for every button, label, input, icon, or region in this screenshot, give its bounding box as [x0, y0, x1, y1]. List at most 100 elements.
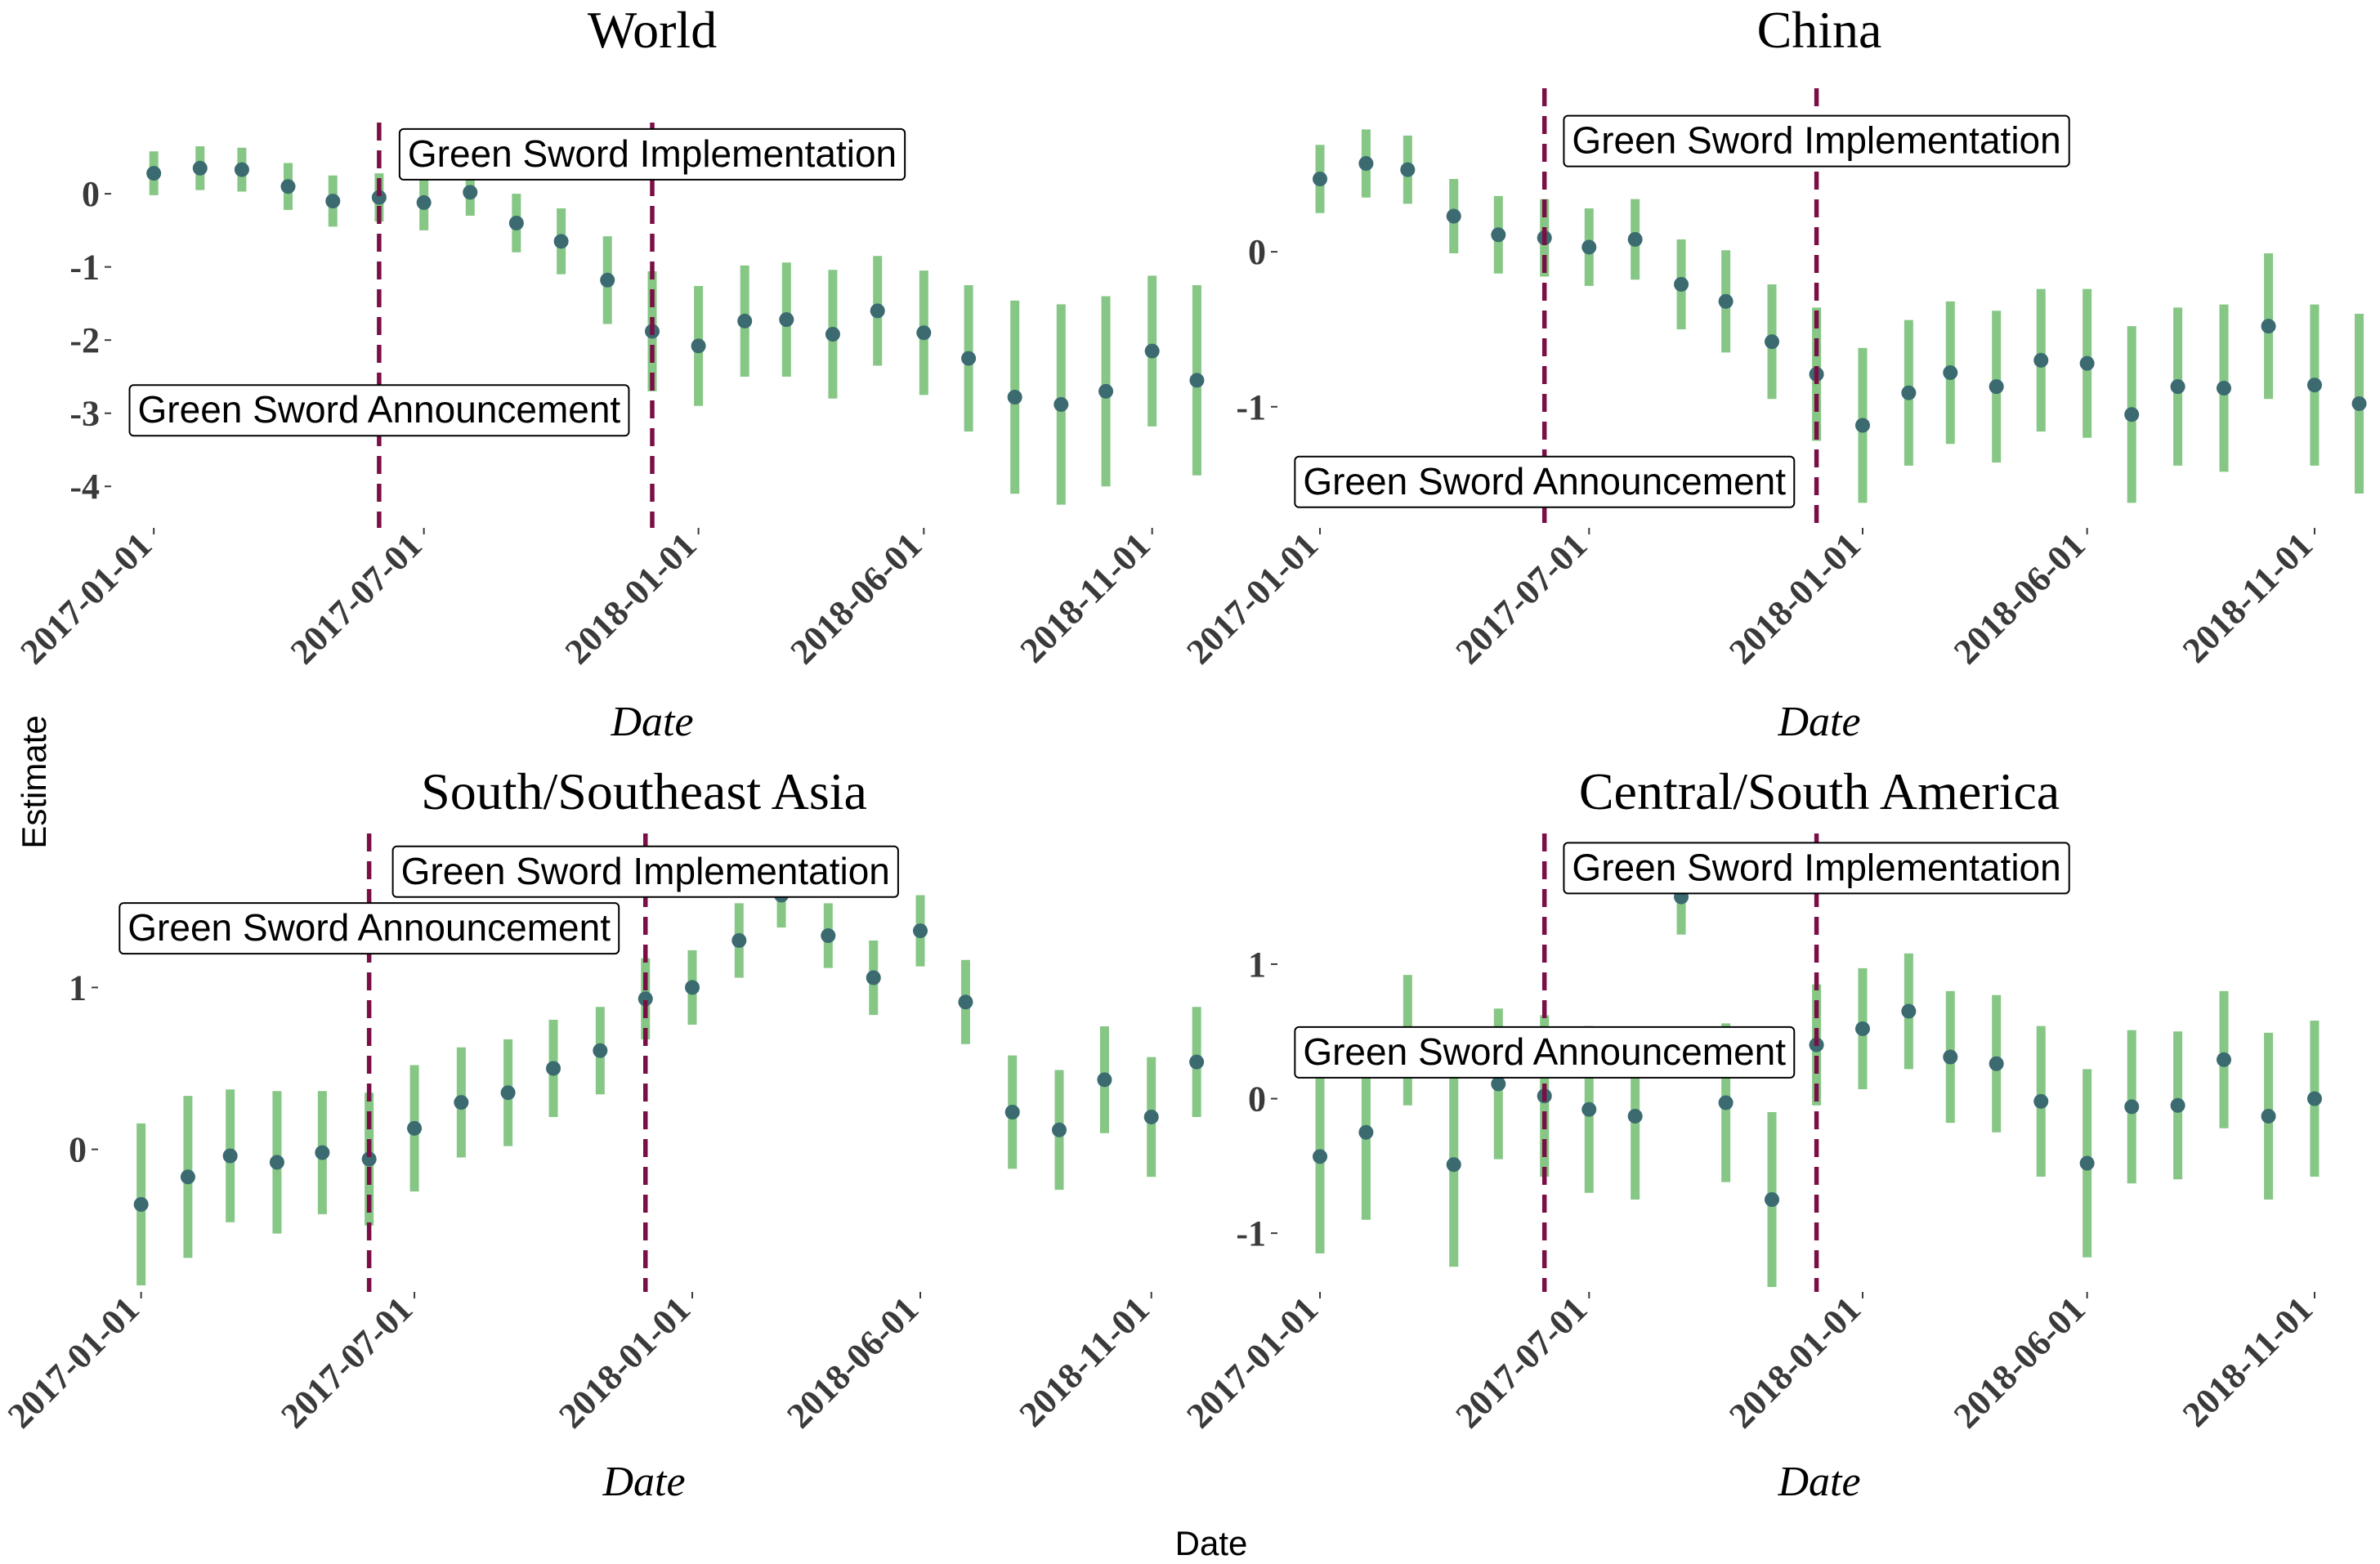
china-data-point — [1854, 418, 1870, 433]
south-southeast-asia-data-point — [1189, 1054, 1205, 1070]
world-ytick-label: -4 — [69, 467, 100, 507]
south-southeast-asia-data-point — [546, 1061, 561, 1076]
china-data-point — [1627, 231, 1643, 247]
south-southeast-asia-title: South/Southeast Asia — [421, 762, 867, 820]
world-data-point — [961, 351, 977, 366]
central-south-america-xtick-label: 2018-06-01 — [1946, 1289, 2093, 1436]
china-xtick-label: 2017-01-01 — [1179, 525, 1326, 672]
central-south-america-data-point — [1901, 1003, 1917, 1019]
svg-text:Green Sword Implementation: Green Sword Implementation — [401, 850, 890, 892]
central-south-america-ytick-label: 1 — [1248, 945, 1266, 985]
central-south-america-data-point — [1491, 1076, 1506, 1092]
world-data-point — [825, 327, 840, 342]
panel-world: World 0 -1 -2 -3 -4 2017-01-01 2017-07-01 2018-0… — [12, 1, 1205, 745]
china-data-point — [1989, 379, 2004, 395]
china-data-point — [2079, 355, 2095, 371]
figure-y-label: Estimate — [15, 715, 53, 848]
china-data-point — [1765, 334, 1780, 350]
svg-text:Green Sword Announcement: Green Sword Announcement — [1303, 460, 1786, 503]
south-southeast-asia-xtick-label: 2017-07-01 — [273, 1289, 420, 1436]
world-data-point — [371, 190, 387, 205]
world-data-point — [192, 160, 208, 176]
svg-text:Green Sword Implementation: Green Sword Implementation — [1572, 846, 2060, 888]
central-south-america-data-point — [1581, 1102, 1597, 1117]
world-data-point — [234, 162, 249, 177]
world-annotation: Green Sword Implementation — [398, 127, 906, 181]
china-data-point — [2170, 379, 2185, 395]
svg-text:Green Sword Announcement: Green Sword Announcement — [138, 388, 621, 431]
central-south-america-data-point — [2124, 1099, 2140, 1115]
south-southeast-asia-ytick-label: 1 — [69, 967, 87, 1008]
south-southeast-asia-data-point — [315, 1145, 330, 1160]
central-south-america-data-point — [1358, 1124, 1374, 1140]
central-south-america-title: Central/South America — [1579, 762, 2060, 820]
south-southeast-asia-annotation: Green Sword Implementation — [391, 845, 899, 898]
central-south-america-data-point — [2217, 1052, 2231, 1067]
central-south-america-data-point — [2261, 1108, 2276, 1124]
central-south-america-data-point — [1943, 1049, 1958, 1065]
world-data-point — [600, 272, 615, 288]
south-southeast-asia-data-point — [454, 1095, 469, 1110]
south-southeast-asia-data-point — [1097, 1072, 1112, 1088]
world-data-point — [691, 338, 706, 354]
world-ytick-label: 0 — [82, 174, 100, 214]
central-south-america-data-point — [1313, 1149, 1328, 1164]
china-data-point — [1491, 227, 1506, 243]
central-south-america-xtick-label: 2017-07-01 — [1448, 1289, 1595, 1436]
china-data-point — [2217, 381, 2231, 396]
south-southeast-asia-xtick-label: 2018-06-01 — [779, 1289, 926, 1436]
south-southeast-asia-data-point — [1052, 1122, 1067, 1137]
south-southeast-asia-xtick-label: 2017-01-01 — [0, 1289, 147, 1436]
china-data-point — [1901, 385, 1917, 400]
world-title: World — [588, 1, 717, 59]
svg-text:Green Sword Implementation: Green Sword Implementation — [1572, 119, 2060, 162]
world-x-axis-title: Date — [610, 699, 693, 745]
south-southeast-asia-data-point — [133, 1196, 149, 1212]
china-data-point — [1400, 162, 1416, 177]
china-annotation: Green Sword Implementation — [1563, 114, 2070, 168]
world-data-point — [508, 215, 524, 230]
south-southeast-asia-data-point — [866, 970, 881, 985]
central-south-america-annotation: Green Sword Implementation — [1563, 842, 2070, 895]
china-xtick-label: 2018-06-01 — [1946, 525, 2093, 672]
panel-central-south-america: Central/South America 1 0 -1 2017-01-01 2017-… — [1179, 762, 2322, 1505]
central-south-america-data-point — [1446, 1157, 1461, 1173]
china-data-point — [2124, 407, 2140, 422]
south-southeast-asia-data-point — [593, 1043, 608, 1058]
south-southeast-asia-data-point — [361, 1151, 377, 1167]
south-southeast-asia-xtick-label: 2018-01-01 — [551, 1289, 698, 1436]
central-south-america-data-point — [2079, 1155, 2095, 1171]
china-xtick-label: 2017-07-01 — [1448, 525, 1595, 672]
world-data-point — [146, 166, 162, 181]
south-southeast-asia-data-point — [222, 1148, 238, 1164]
china-data-point — [2351, 395, 2367, 411]
south-southeast-asia-data-point — [913, 923, 928, 939]
china-data-point — [1313, 172, 1328, 187]
world-data-point — [916, 325, 932, 341]
world-xtick-label: 2018-01-01 — [557, 525, 705, 672]
south-southeast-asia-data-point — [685, 980, 700, 995]
world-ytick-label: -2 — [69, 320, 100, 360]
world-annotation: Green Sword Announcement — [128, 384, 630, 437]
south-southeast-asia-xtick-label: 2018-11-01 — [1012, 1289, 1157, 1434]
south-southeast-asia-data-point — [500, 1085, 516, 1101]
world-xtick-label: 2018-06-01 — [783, 525, 930, 672]
china-data-point — [1943, 365, 1958, 381]
world-ytick-label: -3 — [69, 394, 100, 434]
world-data-point — [1098, 383, 1114, 399]
world-data-point — [1144, 343, 1160, 359]
china-data-point — [1674, 276, 1689, 292]
central-south-america-ytick-label: 0 — [1248, 1079, 1266, 1119]
world-data-point — [325, 194, 341, 209]
central-south-america-data-point — [2033, 1093, 2049, 1109]
svg-text:Green Sword Announcement: Green Sword Announcement — [1303, 1030, 1786, 1073]
world-data-point — [280, 179, 296, 194]
central-south-america-xtick-label: 2018-01-01 — [1721, 1289, 1868, 1436]
svg-text:Green Sword Implementation: Green Sword Implementation — [408, 132, 897, 175]
central-south-america-data-point — [2306, 1091, 2322, 1106]
world-data-point — [463, 185, 478, 200]
central-south-america-xtick-label: 2018-11-01 — [2175, 1289, 2320, 1434]
central-south-america-data-point — [1765, 1192, 1780, 1207]
china-data-point — [1358, 156, 1374, 172]
